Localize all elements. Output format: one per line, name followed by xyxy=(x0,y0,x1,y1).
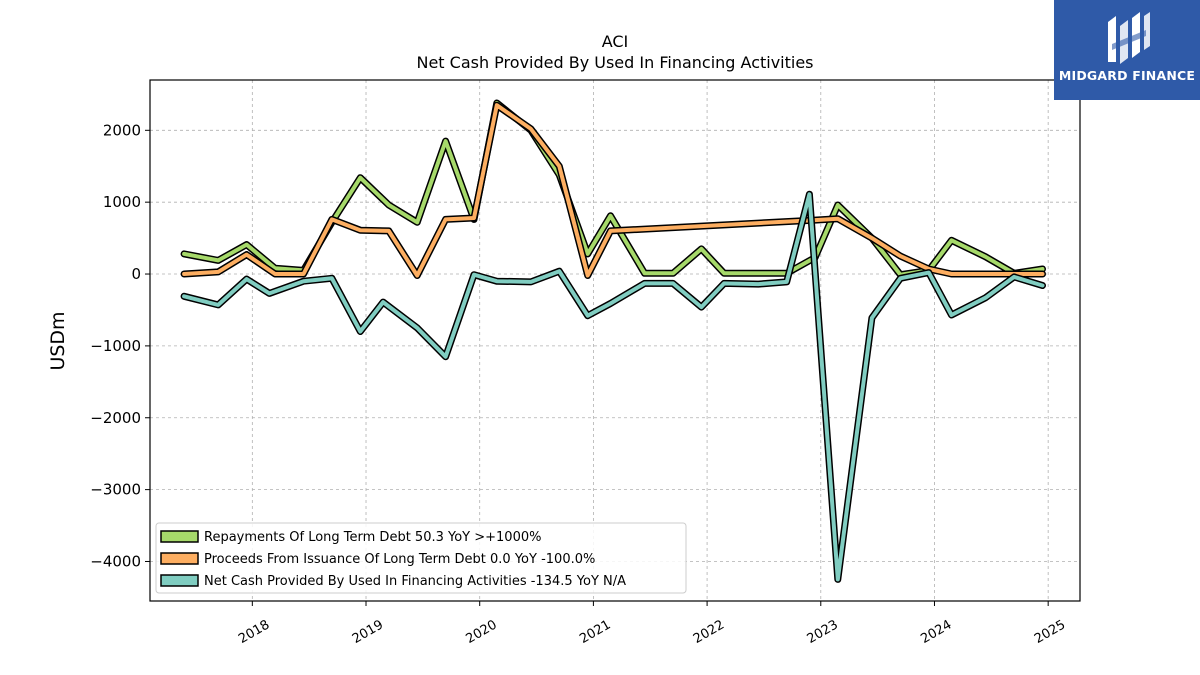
midgard-finance-logo: MIDGARD FINANCE xyxy=(1054,0,1200,100)
y-tick-label: −2000 xyxy=(90,409,141,427)
chart-subtitle: Net Cash Provided By Used In Financing A… xyxy=(416,53,813,72)
x-tick-label: 2025 xyxy=(1032,617,1068,647)
plot-frame xyxy=(149,79,1081,602)
chart-title: ACI xyxy=(602,32,629,51)
legend-box xyxy=(155,522,687,594)
legend: Repayments Of Long Term Debt 50.3 YoY >+… xyxy=(155,522,687,594)
legend-label-proceeds: Proceeds From Issuance Of Long Term Debt… xyxy=(204,552,595,567)
x-axis: 2018 2019 2020 2021 2022 2023 2024 2025 xyxy=(236,601,1068,647)
legend-swatch-net-cash xyxy=(160,574,199,587)
x-tick-label: 2020 xyxy=(464,617,500,647)
x-tick-label: 2019 xyxy=(350,617,386,647)
x-tick-label: 2018 xyxy=(236,617,272,647)
series-line-outline-proceeds xyxy=(180,101,1046,279)
y-tick-label: 0 xyxy=(131,265,141,283)
y-tick-label: −1000 xyxy=(90,337,141,355)
y-tick-label: −4000 xyxy=(90,552,141,570)
series-line-net-cash xyxy=(182,192,1045,582)
series-line-proceeds xyxy=(182,103,1045,278)
y-tick-label: 2000 xyxy=(103,121,141,139)
series-group xyxy=(180,99,1046,583)
legend-swatch-proceeds xyxy=(160,552,199,565)
x-tick-label: 2024 xyxy=(918,617,954,647)
legend-swatch-repayments xyxy=(160,530,199,543)
logo-text: MIDGARD FINANCE xyxy=(1058,68,1196,83)
y-axis: −4000 −3000 −2000 −1000 0 1000 2000 xyxy=(90,121,150,570)
y-tick-label: 1000 xyxy=(103,193,141,211)
y-tick-label: −3000 xyxy=(90,481,141,499)
legend-label-repayments: Repayments Of Long Term Debt 50.3 YoY >+… xyxy=(204,530,541,545)
legend-label-net-cash: Net Cash Provided By Used In Financing A… xyxy=(204,574,626,589)
x-tick-label: 2021 xyxy=(577,617,613,647)
x-tick-label: 2023 xyxy=(805,617,841,647)
y-axis-label: USDm xyxy=(47,311,69,370)
logo-mark-icon xyxy=(1108,12,1150,64)
x-tick-label: 2022 xyxy=(691,617,727,647)
